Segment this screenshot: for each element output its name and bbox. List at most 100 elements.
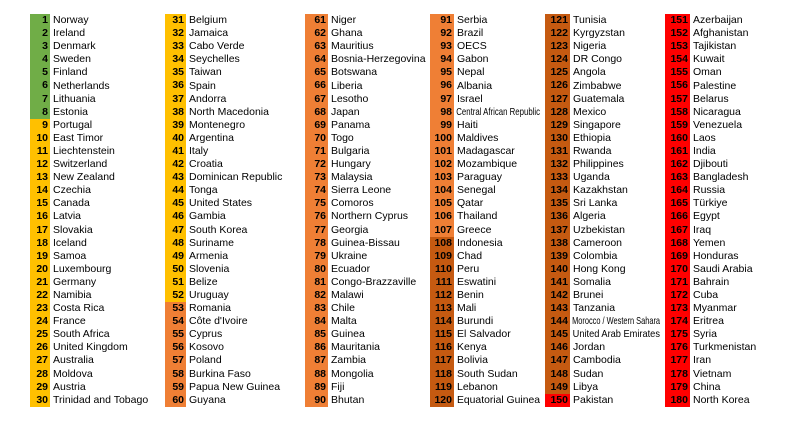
- rank-cell: 155: [665, 66, 690, 80]
- ranking-row: 22 Namibia: [30, 288, 148, 303]
- country-name: Czechia: [53, 184, 91, 197]
- ranking-row: 74 Sierra Leone: [305, 184, 426, 198]
- ranking-row: 10 East Timor: [30, 131, 148, 145]
- rank-cell: 93: [430, 40, 454, 54]
- rank-cell: 74: [305, 184, 328, 198]
- country-name: Rwanda: [573, 144, 612, 157]
- country-name: East Timor: [53, 131, 104, 144]
- country-name: Myanmar: [693, 302, 737, 315]
- ranking-row: 51 Belize: [165, 275, 282, 289]
- rank-cell: 100: [430, 131, 454, 145]
- ranking-row: 129 Singapore: [545, 118, 698, 132]
- country-name: Fiji: [331, 380, 345, 393]
- ranking-row: 18 Iceland: [30, 236, 148, 250]
- country-name: Chad: [457, 249, 483, 262]
- ranking-row: 13 New Zealand: [30, 171, 148, 185]
- ranking-row: 101 Madagascar: [430, 144, 570, 159]
- country-name: Mali: [457, 302, 477, 315]
- rank-cell: 176: [665, 341, 690, 355]
- rank-cell: 151: [665, 14, 690, 28]
- rank-cell: 15: [30, 197, 50, 211]
- country-name: Croatia: [189, 158, 223, 171]
- country-name: Somalia: [573, 275, 611, 288]
- country-name: Hong Kong: [573, 262, 626, 275]
- rank-cell: 71: [305, 144, 328, 159]
- country-name: Yemen: [693, 236, 726, 249]
- ranking-row: 128 Mexico: [545, 105, 698, 119]
- ranking-row: 151 Azerbaijan: [665, 14, 756, 28]
- country-name: Maldives: [457, 131, 499, 144]
- ranking-row: 95 Nepal: [430, 66, 570, 80]
- country-name: Ireland: [53, 27, 86, 40]
- rank-cell: 75: [305, 197, 328, 211]
- rank-cell: 108: [430, 236, 454, 250]
- country-name: Eswatini: [457, 275, 497, 288]
- rank-cell: 61: [305, 14, 328, 28]
- ranking-row: 133 Uganda: [545, 171, 698, 185]
- ranking-row: 8 Estonia: [30, 105, 148, 119]
- country-name: Mongolia: [331, 367, 374, 380]
- country-name: Bolivia: [457, 354, 488, 367]
- country-name: Niger: [331, 14, 357, 27]
- ranking-row: 163 Bangladesh: [665, 171, 756, 185]
- rank-cell: 175: [665, 328, 690, 342]
- ranking-row: 44 Tonga: [165, 184, 282, 198]
- rank-cell: 107: [430, 223, 454, 237]
- rank-cell: 165: [665, 197, 690, 211]
- country-name: Sweden: [53, 53, 91, 66]
- rank-cell: 152: [665, 27, 690, 41]
- rank-cell: 124: [545, 53, 570, 67]
- rank-cell: 130: [545, 131, 570, 145]
- country-name: Bahrain: [693, 275, 730, 288]
- rank-cell: 66: [305, 79, 328, 93]
- ranking-row: 169 Honduras: [665, 249, 756, 263]
- ranking-row: 46 Gambia: [165, 210, 282, 224]
- country-name: Equatorial Guinea: [456, 393, 541, 406]
- country-name: South Sudan: [457, 367, 518, 380]
- rank-cell: 145: [545, 328, 570, 342]
- country-name: Belarus: [693, 92, 729, 105]
- country-name: Burkina Faso: [189, 367, 251, 380]
- country-name: Lesotho: [331, 92, 369, 105]
- rank-cell: 94: [430, 53, 454, 67]
- country-name: Guatemala: [573, 92, 625, 105]
- rank-cell: 28: [30, 367, 50, 381]
- rank-cell: 58: [165, 367, 186, 381]
- country-name: Türkiye: [693, 197, 728, 210]
- ranking-row: 113 Mali: [430, 302, 570, 316]
- rank-cell: 171: [665, 275, 690, 289]
- country-name: Greece: [457, 223, 492, 236]
- country-name: Iraq: [693, 223, 712, 236]
- ranking-row: 35 Taiwan: [165, 66, 282, 80]
- ranking-row: 20 Luxembourg: [30, 262, 148, 276]
- rank-cell: 123: [545, 40, 570, 54]
- country-name: Jamaica: [189, 27, 229, 40]
- ranking-row: 39 Montenegro: [165, 118, 282, 132]
- rank-cell: 44: [165, 184, 186, 198]
- ranking-row: 176 Turkmenistan: [665, 341, 756, 355]
- rank-cell: 163: [665, 171, 690, 185]
- ranking-row: 34 Seychelles: [165, 53, 282, 67]
- country-name: Chile: [331, 302, 355, 315]
- country-name: Laos: [693, 131, 716, 144]
- rank-cell: 106: [430, 210, 454, 224]
- country-name: Sudan: [573, 367, 604, 380]
- ranking-row: 108 Indonesia: [430, 236, 570, 250]
- rank-cell: 127: [545, 92, 570, 106]
- country-name: Cabo Verde: [189, 40, 245, 53]
- rank-cell: 56: [165, 341, 186, 355]
- country-name: Tonga: [189, 184, 218, 197]
- ranking-row: 53 Romania: [165, 302, 282, 316]
- ranking-row: 154 Kuwait: [665, 53, 756, 67]
- ranking-row: 175 Syria: [665, 328, 756, 342]
- country-name: Albania: [457, 79, 493, 92]
- country-name: Colombia: [573, 249, 618, 262]
- country-name: Brazil: [457, 27, 484, 40]
- ranking-row: 134 Kazakhstan: [545, 184, 698, 198]
- rank-cell: 6: [30, 79, 50, 93]
- ranking-row: 102 Mozambique: [430, 158, 570, 172]
- ranking-row: 41 Italy: [165, 144, 282, 159]
- rank-cell: 83: [305, 302, 328, 316]
- country-name: Finland: [53, 66, 88, 79]
- country-name: Belgium: [189, 14, 227, 27]
